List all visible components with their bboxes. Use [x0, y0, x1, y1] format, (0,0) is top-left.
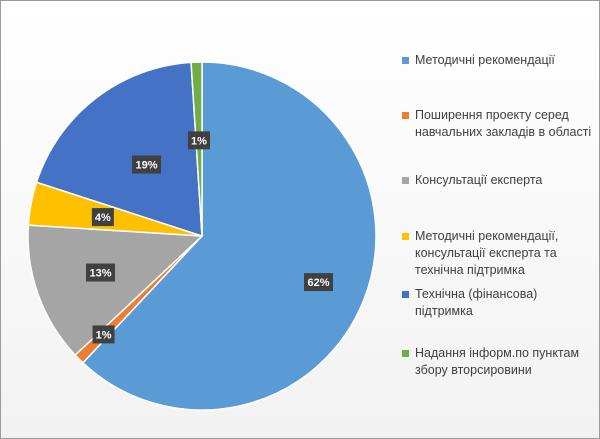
chart-legend: Методичні рекомендації Поширення проекту…: [402, 0, 598, 437]
data-label-text: 1%: [191, 135, 207, 147]
pie-data-label: 1%: [92, 325, 115, 344]
pie-data-label: 1%: [187, 131, 210, 150]
legend-label: Консультації експерта: [415, 173, 543, 187]
data-label-box: [85, 263, 115, 282]
legend-swatch: [402, 57, 409, 64]
legend-swatch: [402, 291, 409, 298]
legend-swatch: [402, 177, 409, 184]
pie-data-labels: 62% 1% 13% 4% 19% 1%: [85, 131, 333, 344]
data-label-box: [187, 131, 210, 150]
pie-data-label: 19%: [132, 155, 162, 174]
data-label-text: 19%: [136, 160, 158, 172]
pie-data-label: 62%: [303, 273, 333, 292]
legend-label: Методичні рекомендації, консультації екс…: [415, 229, 559, 277]
legend-swatch: [402, 112, 409, 119]
data-label-text: 62%: [307, 277, 329, 289]
legend-label: Надання інформ.по пунктам збору вторсиро…: [415, 346, 580, 377]
legend-swatch: [402, 233, 409, 240]
legend-swatch: [402, 350, 409, 357]
pie-slice: [35, 61, 203, 238]
pie-data-label: 13%: [85, 263, 115, 282]
pie-slice: [81, 61, 377, 411]
data-label-text: 1%: [96, 329, 112, 341]
pie-data-label: 4%: [91, 208, 114, 227]
data-label-box: [92, 325, 115, 344]
legend-label: Методичні рекомендації: [415, 53, 555, 67]
data-label-box: [132, 155, 162, 174]
legend-label: Поширення проекту серед навчальних закла…: [415, 108, 592, 139]
data-label-text: 4%: [95, 212, 111, 224]
data-label-box: [303, 273, 333, 292]
pie-slices: [27, 61, 377, 411]
data-label-box: [91, 208, 114, 227]
legend-label: Технічна (фінансова) підтримка: [415, 287, 538, 318]
data-label-text: 13%: [89, 268, 111, 280]
pie-slice: [27, 224, 204, 357]
